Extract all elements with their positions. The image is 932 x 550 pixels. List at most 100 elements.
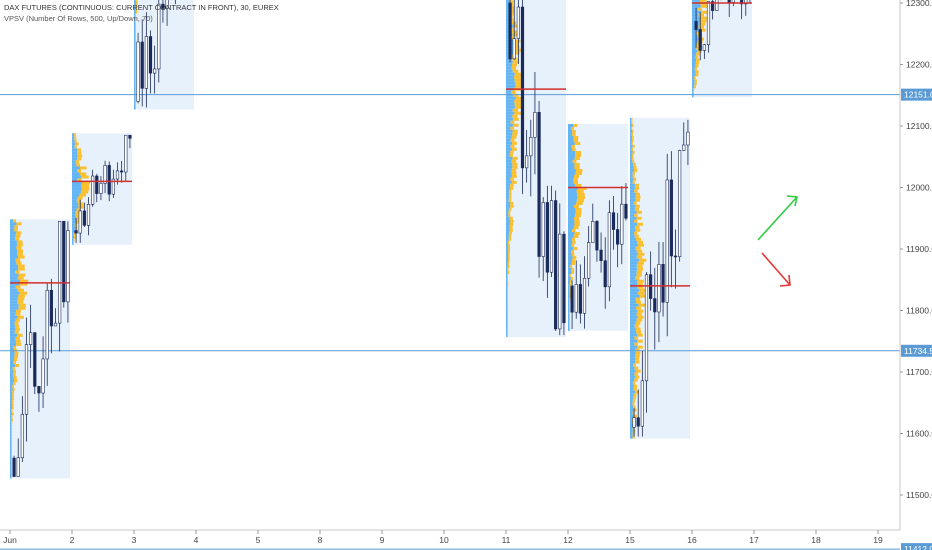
indicator-legend[interactable]: VPSV (Number Of Rows, 500, Up/Down, 70) <box>4 14 153 23</box>
volume-bar-down <box>19 282 28 286</box>
volume-bar-down <box>635 225 640 229</box>
volume-bar-down <box>11 430 12 434</box>
candle-body <box>120 170 124 173</box>
volume-bar-down <box>569 273 572 277</box>
volume-bar-down <box>695 55 699 59</box>
volume-bar-up <box>568 177 574 181</box>
volume-bar-up <box>568 124 574 127</box>
volume-bar-up <box>630 126 632 130</box>
volume-bar-up <box>568 258 572 262</box>
volume-bar-down <box>510 36 515 40</box>
chart-title[interactable]: DAX FUTURES (CONTINUOUS: CURRENT CONTRAC… <box>4 3 279 12</box>
volume-bar-down <box>81 187 90 191</box>
volume-bar-down <box>135 106 136 110</box>
volume-bar-down <box>17 252 23 256</box>
volume-bar-down <box>14 354 18 358</box>
volume-bar-down <box>573 124 578 127</box>
volume-bar-up <box>506 66 512 70</box>
volume-bar-down <box>15 318 20 322</box>
volume-bar-up <box>10 388 13 392</box>
volume-bar-down <box>696 58 700 62</box>
volume-bar-down <box>633 405 636 409</box>
volume-bar-up <box>630 402 633 406</box>
volume-bar-up <box>506 135 512 139</box>
time-axis-labels[interactable]: Jun 2 3 4 5 8 9 10 11 12 15 16 17 18 19 <box>3 530 883 545</box>
volume-bar-up <box>568 165 575 169</box>
volume-bar-up <box>72 205 79 209</box>
volume-bar-up <box>506 159 512 163</box>
volume-bar-up <box>506 280 508 284</box>
volume-bar-down <box>11 421 13 425</box>
volume-bar-up <box>630 249 637 253</box>
arrow-down-drawing[interactable] <box>761 252 791 287</box>
volume-bar-down <box>81 181 90 185</box>
volume-bar-up <box>630 138 633 142</box>
time-tick-label: 4 <box>194 535 199 545</box>
volume-bar-up <box>630 336 635 340</box>
volume-bar-down <box>75 142 79 146</box>
volume-bar-up <box>134 10 136 14</box>
volume-bar-down <box>694 79 697 83</box>
volume-bar-down <box>12 388 15 392</box>
volume-bar-down <box>572 129 576 133</box>
volume-bar-up <box>10 406 12 410</box>
volume-bar-up <box>568 276 571 280</box>
volume-bar-up <box>630 246 636 250</box>
volume-bar-down <box>14 330 19 334</box>
volume-bar-up <box>630 339 638 343</box>
volume-bar-down <box>571 126 574 130</box>
volume-bar-down <box>512 60 519 64</box>
volume-bar-up <box>72 160 76 164</box>
volume-bar-up <box>630 144 633 148</box>
volume-bar-down <box>74 235 76 239</box>
volume-bar-down <box>76 148 82 152</box>
volume-bar-down <box>574 231 580 235</box>
volume-bar-down <box>80 166 87 170</box>
volume-bar-down <box>639 258 647 262</box>
price-axis-background[interactable] <box>900 0 932 550</box>
volume-bar-up <box>506 189 509 193</box>
volume-bar-down <box>135 40 136 44</box>
volume-bar-down <box>75 214 80 218</box>
volume-bar-down <box>135 49 136 53</box>
volume-bar-down <box>635 228 641 232</box>
arrows-layer[interactable] <box>757 195 798 287</box>
volume-bar-up <box>506 0 510 1</box>
volume-bar-up <box>506 201 511 205</box>
volume-bar-up <box>506 219 511 223</box>
volume-bar-up <box>506 213 509 217</box>
volume-bar-down <box>15 258 21 262</box>
volume-bar-up <box>692 37 699 41</box>
volume-bar-up <box>10 421 12 425</box>
candle-body <box>711 1 715 11</box>
arrow-up-drawing[interactable] <box>757 195 798 241</box>
volume-bar-up <box>568 180 574 184</box>
candle-body <box>111 178 115 195</box>
volume-bar-up <box>506 168 512 172</box>
volume-bar-down <box>636 273 642 277</box>
volume-bar-up <box>630 303 639 307</box>
volume-bar-down <box>18 306 26 310</box>
volume-bar-down <box>699 19 707 23</box>
volume-bar-down <box>635 306 641 310</box>
volume-bar-up <box>134 67 136 71</box>
horizontal-levels-layer[interactable] <box>0 0 900 550</box>
volume-bar-down <box>574 165 580 169</box>
volume-bar-down <box>512 33 518 37</box>
volume-bar-up <box>10 327 16 331</box>
volume-bar-up <box>630 156 632 160</box>
price-tags-layer: 12882.012592.012494.512151.011734.511412… <box>901 88 932 550</box>
volume-bar-down <box>636 210 642 214</box>
volume-bar-down <box>631 141 633 145</box>
candle-body <box>86 204 91 226</box>
volume-bar-down <box>15 270 20 274</box>
volume-bar-down <box>507 283 509 287</box>
volume-bar-down <box>636 300 641 304</box>
price-axis-labels[interactable]: 11500.0 11600.0 11700.0 11800.0 11900.0 12000… <box>900 0 932 500</box>
volume-bar-up <box>506 90 512 94</box>
volume-bar-up <box>568 183 576 187</box>
volume-bar-down <box>511 90 516 94</box>
volume-bar-up <box>506 27 511 31</box>
volume-bar-up <box>568 150 576 154</box>
